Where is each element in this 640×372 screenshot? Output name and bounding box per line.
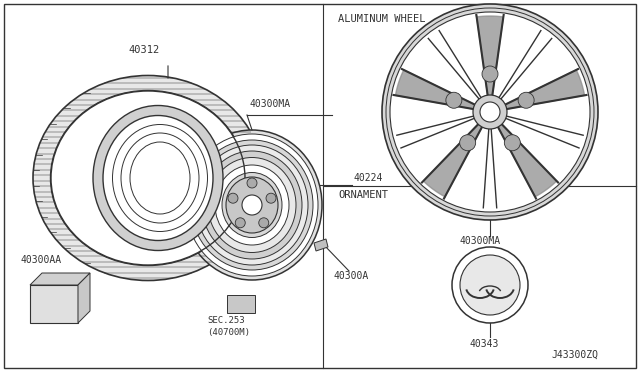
Ellipse shape xyxy=(480,102,500,122)
Text: 40300AA: 40300AA xyxy=(20,255,61,265)
Ellipse shape xyxy=(226,177,278,233)
Polygon shape xyxy=(476,15,504,96)
Ellipse shape xyxy=(33,76,263,280)
Circle shape xyxy=(518,92,534,108)
Circle shape xyxy=(236,218,245,228)
Circle shape xyxy=(504,135,520,151)
Circle shape xyxy=(247,178,257,188)
Ellipse shape xyxy=(186,134,318,276)
Text: 40300MA: 40300MA xyxy=(249,99,290,109)
Text: ORNAMENT: ORNAMENT xyxy=(338,190,388,200)
Ellipse shape xyxy=(51,91,245,265)
Text: 40300MA: 40300MA xyxy=(460,236,501,246)
Circle shape xyxy=(242,195,262,215)
Ellipse shape xyxy=(208,157,296,253)
Ellipse shape xyxy=(222,173,282,237)
Text: 40224: 40224 xyxy=(354,173,383,183)
Text: SEC.253: SEC.253 xyxy=(207,316,244,325)
Circle shape xyxy=(460,255,520,315)
Text: 19X8.5JJ: 19X8.5JJ xyxy=(430,34,477,44)
Circle shape xyxy=(452,247,528,323)
Text: J43300ZQ: J43300ZQ xyxy=(551,350,598,360)
Ellipse shape xyxy=(390,12,590,212)
Ellipse shape xyxy=(103,115,213,241)
Circle shape xyxy=(259,218,269,228)
Bar xyxy=(30,285,78,323)
Text: (40700M): (40700M) xyxy=(207,328,250,337)
Circle shape xyxy=(266,193,276,203)
Polygon shape xyxy=(394,70,476,109)
Ellipse shape xyxy=(93,106,223,250)
Circle shape xyxy=(228,193,238,203)
Circle shape xyxy=(482,66,498,82)
Polygon shape xyxy=(314,239,328,251)
Bar xyxy=(227,295,255,313)
Text: 40300A: 40300A xyxy=(334,271,369,281)
Ellipse shape xyxy=(202,151,302,259)
Polygon shape xyxy=(30,273,90,285)
Polygon shape xyxy=(423,124,483,199)
Ellipse shape xyxy=(196,145,308,265)
Polygon shape xyxy=(504,69,584,109)
Text: 40343: 40343 xyxy=(470,339,499,349)
Ellipse shape xyxy=(382,4,598,220)
Text: 40312: 40312 xyxy=(128,45,159,55)
Ellipse shape xyxy=(473,95,507,129)
Circle shape xyxy=(460,135,476,151)
Circle shape xyxy=(446,92,462,108)
Ellipse shape xyxy=(215,165,289,245)
Ellipse shape xyxy=(182,130,322,280)
Ellipse shape xyxy=(191,140,313,270)
Ellipse shape xyxy=(51,90,246,266)
Polygon shape xyxy=(497,124,558,197)
Polygon shape xyxy=(78,273,90,323)
Text: ALUMINUM WHEEL: ALUMINUM WHEEL xyxy=(338,14,426,24)
